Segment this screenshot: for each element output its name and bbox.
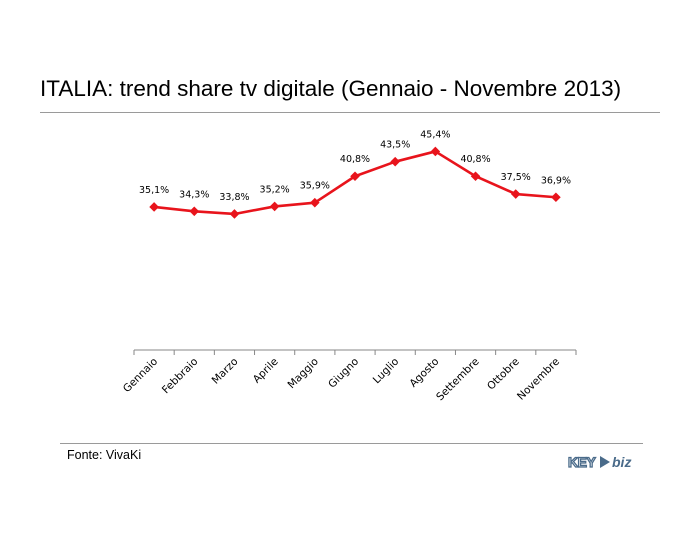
- data-point-marker: [510, 189, 521, 199]
- x-tick-label: Luglio: [371, 356, 402, 387]
- x-tick-label: Giugno: [326, 356, 361, 391]
- data-label: 37,5%: [501, 172, 531, 183]
- data-point-marker: [551, 192, 561, 203]
- data-label: 33,8%: [219, 192, 249, 203]
- source-note: Fonte: VivaKi: [67, 448, 142, 462]
- x-tick-label: Ottobre: [485, 356, 522, 393]
- data-point-marker: [269, 201, 280, 212]
- data-label: 36,9%: [541, 175, 571, 186]
- x-tick-label: Maggio: [285, 356, 320, 391]
- logo-arrow-icon: [600, 456, 610, 468]
- data-point-marker: [229, 209, 240, 219]
- data-label: 40,8%: [460, 154, 490, 165]
- data-label: 35,9%: [300, 181, 330, 192]
- data-point-marker: [189, 206, 200, 217]
- logo-text-left: KEY: [568, 454, 596, 470]
- page-title: ITALIA: trend share tv digitale (Gennaio…: [40, 76, 622, 101]
- x-tick-label: Gennaio: [121, 356, 160, 395]
- data-label: 43,5%: [380, 140, 410, 151]
- data-point-marker: [390, 156, 400, 167]
- x-tick-label: Febbraio: [160, 356, 201, 397]
- data-point-marker: [310, 197, 320, 208]
- x-tick-label: Marzo: [210, 356, 241, 387]
- x-tick-label: Settembre: [434, 356, 482, 404]
- data-label: 45,4%: [420, 129, 450, 140]
- data-point-marker: [350, 171, 360, 182]
- logo-text-right: biz: [612, 454, 631, 470]
- data-point-marker: [470, 171, 481, 182]
- x-tick-label: Agosto: [407, 356, 441, 390]
- data-point-marker: [430, 146, 441, 157]
- data-point-marker: [149, 202, 159, 212]
- keybiz-logo: KEY biz: [567, 453, 631, 470]
- data-label: 40,8%: [340, 154, 370, 165]
- data-label: 34,3%: [179, 189, 209, 200]
- x-tick-label: Novembre: [515, 356, 562, 403]
- x-tick-label: Aprile: [251, 356, 281, 386]
- data-label: 35,1%: [139, 185, 169, 196]
- title-divider: [40, 112, 660, 113]
- footer-divider: [60, 443, 643, 444]
- data-label: 35,2%: [260, 184, 290, 195]
